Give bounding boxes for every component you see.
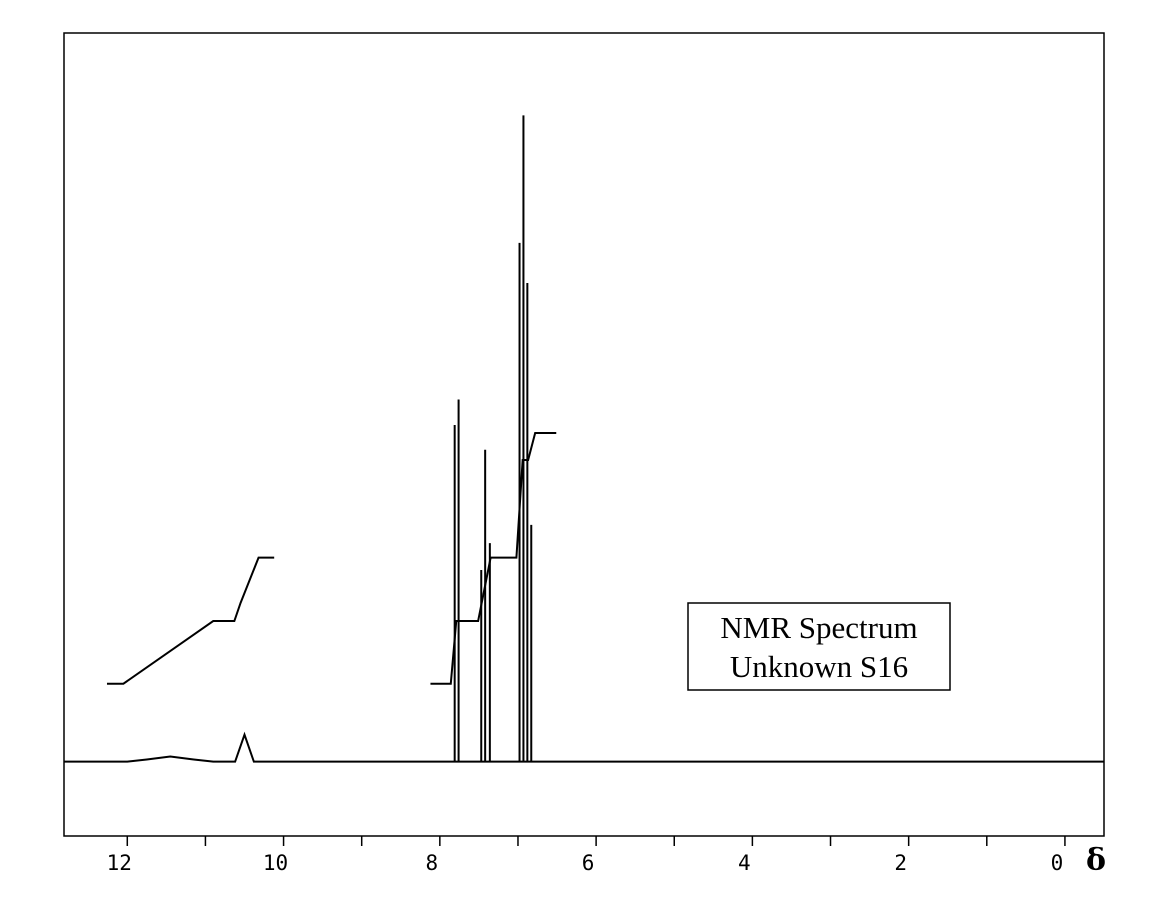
plot-frame <box>63 32 1105 837</box>
x-tick-label: 12 <box>107 851 132 875</box>
x-tick-label: 0 <box>1051 851 1064 875</box>
trace <box>64 115 1104 763</box>
annotation: NMR Spectrum <box>720 610 917 645</box>
x-tick-label: 6 <box>582 851 595 875</box>
annotation-box <box>687 602 951 691</box>
x-tick-label: 4 <box>738 851 751 875</box>
x-axis-label: δ <box>1086 843 1106 878</box>
x-tick-label: 2 <box>894 851 907 875</box>
x-tick-label: 10 <box>263 851 288 875</box>
annotation: Unknown S16 <box>730 649 908 684</box>
trace <box>106 432 557 685</box>
x-tick-label: 8 <box>426 851 439 875</box>
